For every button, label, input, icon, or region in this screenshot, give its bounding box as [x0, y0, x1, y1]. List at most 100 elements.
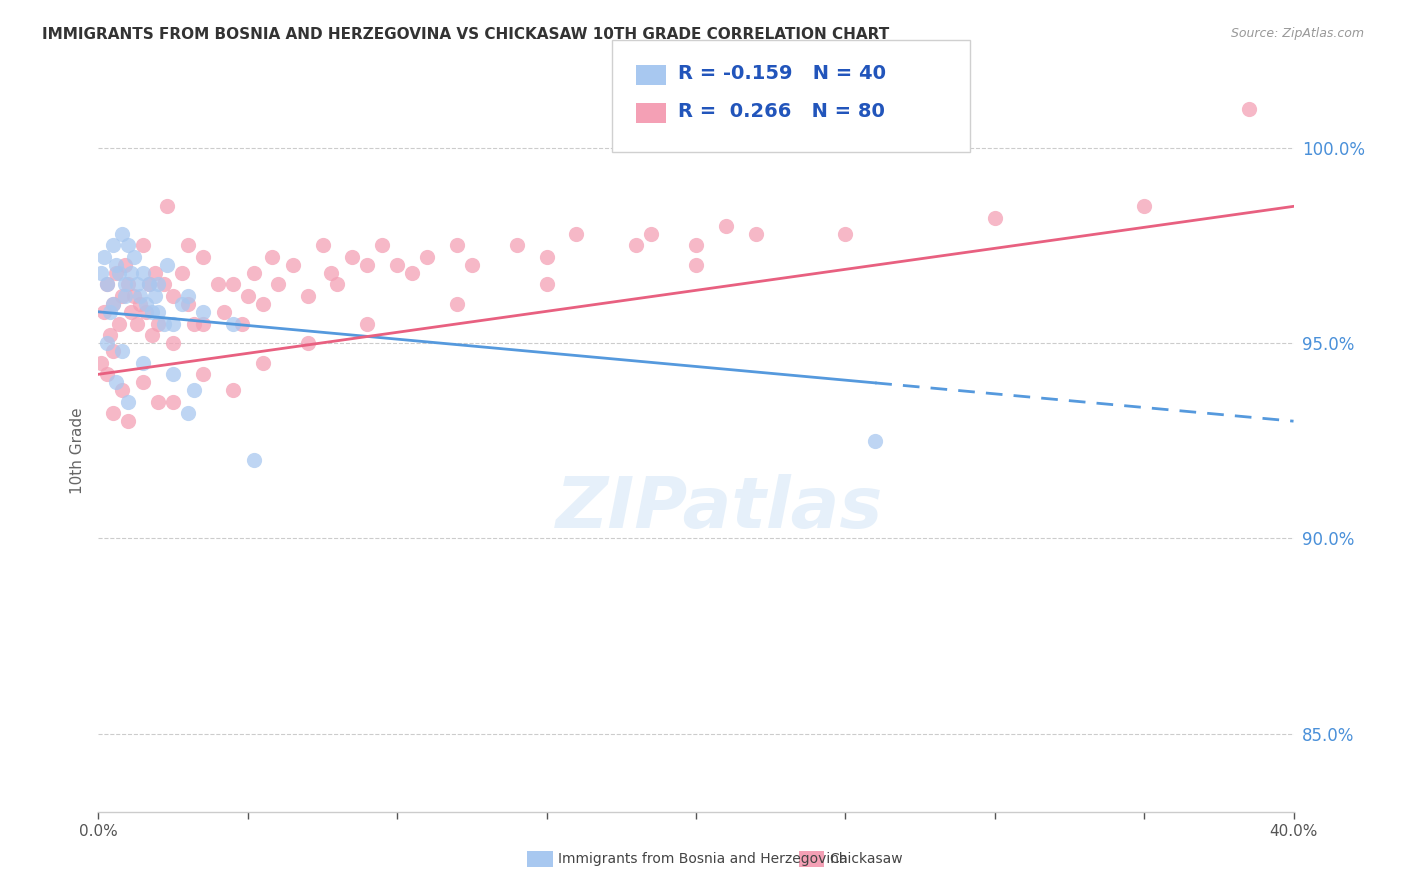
Point [108, 266, 131, 280]
Point [371, 238, 394, 252]
Point [536, 277, 558, 292]
Point [103, 343, 125, 358]
Point [124, 250, 146, 264]
Point [162, 336, 184, 351]
Point [153, 317, 176, 331]
Point [252, 355, 274, 369]
Point [162, 394, 184, 409]
Point [105, 266, 128, 280]
Point [120, 266, 142, 280]
Point [356, 317, 378, 331]
Text: R =  0.266   N = 80: R = 0.266 N = 80 [678, 102, 884, 121]
Point [231, 317, 253, 331]
Point [132, 375, 155, 389]
Point [177, 289, 200, 303]
Point [135, 297, 157, 311]
Text: ZIPatlas: ZIPatlas [557, 474, 883, 542]
Point [162, 289, 184, 303]
Point [98, 305, 122, 319]
Point [385, 258, 409, 272]
Point [129, 297, 152, 311]
Point [132, 266, 155, 280]
Point [93, 250, 115, 264]
Point [96, 277, 118, 292]
Text: R = -0.159   N = 40: R = -0.159 N = 40 [678, 63, 886, 83]
Point [127, 317, 149, 331]
Point [565, 227, 588, 241]
Point [834, 227, 856, 241]
Point [297, 289, 319, 303]
Point [446, 297, 468, 311]
Point [117, 394, 139, 409]
Point [111, 289, 134, 303]
Point [183, 383, 205, 397]
Point [98, 328, 122, 343]
Point [124, 289, 146, 303]
Point [111, 227, 134, 241]
Point [148, 317, 170, 331]
Point [103, 238, 125, 252]
Point [191, 368, 214, 382]
Point [260, 250, 283, 264]
Point [984, 211, 1007, 225]
Point [685, 238, 707, 252]
Point [153, 277, 176, 292]
Point [114, 258, 136, 272]
Point [461, 258, 484, 272]
Point [111, 343, 134, 358]
Point [103, 406, 125, 420]
Point [401, 266, 423, 280]
Point [103, 297, 125, 311]
Text: Source: ZipAtlas.com: Source: ZipAtlas.com [1230, 27, 1364, 40]
Point [114, 289, 136, 303]
Point [207, 277, 229, 292]
Point [177, 406, 200, 420]
Point [640, 227, 662, 241]
Point [446, 238, 468, 252]
Point [138, 277, 160, 292]
Point [93, 305, 115, 319]
Point [536, 250, 558, 264]
Point [148, 277, 170, 292]
Text: Immigrants from Bosnia and Herzegovina: Immigrants from Bosnia and Herzegovina [558, 852, 848, 866]
Point [222, 277, 245, 292]
Point [117, 277, 139, 292]
Point [96, 368, 118, 382]
Point [356, 258, 378, 272]
Point [105, 258, 128, 272]
Point [177, 297, 200, 311]
Point [105, 375, 128, 389]
Point [243, 453, 266, 467]
Text: IMMIGRANTS FROM BOSNIA AND HERZEGOVINA VS CHICKASAW 10TH GRADE CORRELATION CHART: IMMIGRANTS FROM BOSNIA AND HERZEGOVINA V… [42, 27, 890, 42]
Point [685, 258, 707, 272]
Point [103, 297, 125, 311]
Point [714, 219, 737, 233]
Y-axis label: 10th Grade: 10th Grade [69, 407, 84, 494]
Point [141, 328, 163, 343]
Point [177, 238, 200, 252]
Point [342, 250, 364, 264]
Point [143, 289, 166, 303]
Point [172, 266, 194, 280]
Point [252, 297, 274, 311]
Point [156, 258, 179, 272]
Point [90, 355, 112, 369]
Point [311, 238, 333, 252]
Point [141, 305, 163, 319]
Point [172, 297, 194, 311]
Point [212, 305, 235, 319]
Point [191, 250, 214, 264]
Point [191, 317, 214, 331]
Point [96, 336, 118, 351]
Point [90, 266, 112, 280]
Point [162, 317, 184, 331]
Point [281, 258, 304, 272]
Point [745, 227, 768, 241]
Point [148, 305, 170, 319]
Point [117, 238, 139, 252]
Point [626, 238, 648, 252]
Point [108, 317, 131, 331]
Text: Chickasaw: Chickasaw [830, 852, 903, 866]
Point [162, 368, 184, 382]
Point [222, 383, 245, 397]
